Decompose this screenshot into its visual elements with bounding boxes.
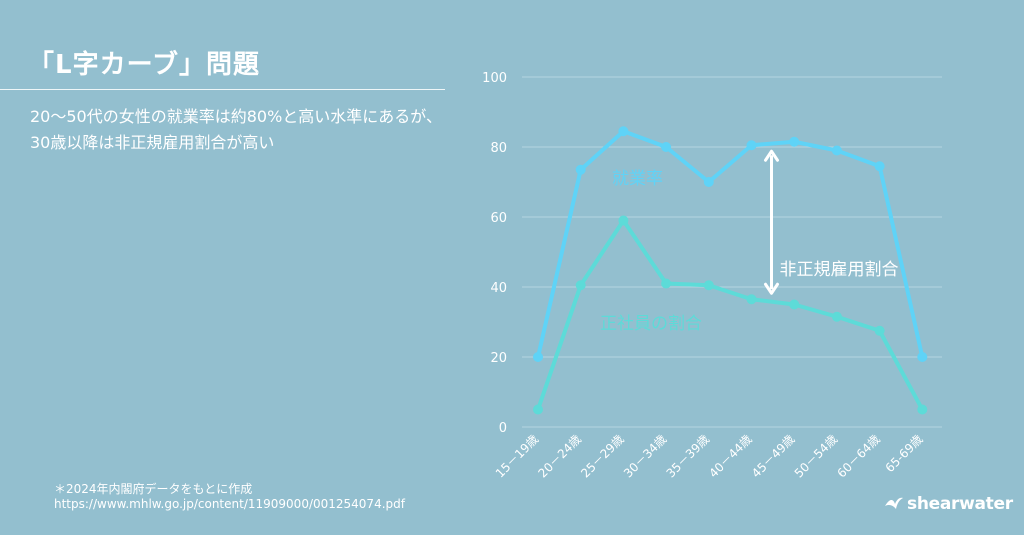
data-point (917, 352, 928, 362)
data-point (917, 404, 928, 415)
data-point (789, 299, 800, 310)
data-point (874, 325, 885, 336)
data-point (533, 352, 543, 362)
x-tick-label: 40－44歳 (706, 432, 754, 480)
source-note: ＊2024年内閣府データをもとに作成 https://www.mhlw.go.j… (54, 482, 405, 512)
data-point (618, 126, 629, 137)
data-point (575, 164, 586, 175)
brand-logo: shearwater (884, 494, 1013, 514)
brand-name: shearwater (907, 494, 1013, 514)
series-label-employment: 就業率 (612, 169, 663, 189)
data-point (533, 404, 543, 415)
x-tick-label: 15－19歳 (493, 432, 541, 480)
y-tick-label: 60 (490, 211, 507, 226)
data-point (746, 140, 757, 151)
x-tick-label: 35－39歳 (664, 432, 712, 480)
bird-icon (885, 497, 903, 509)
data-point (789, 136, 800, 147)
y-tick-label: 0 (499, 421, 507, 436)
series-label-regular: 正社員の割合 (600, 314, 702, 334)
y-tick-label: 100 (482, 71, 507, 86)
subtitle-line-2: 30歳以降は非正規雇用割合が高い (30, 133, 275, 152)
y-tick-label: 80 (490, 141, 507, 156)
series-line-2 (536, 218, 925, 412)
data-point (874, 161, 885, 172)
data-point (831, 145, 842, 156)
data-point (831, 311, 842, 322)
subtitle: 20〜50代の女性の就業率は約80%と高い水準にあるが、 30歳以降は非正規雇用… (30, 104, 442, 156)
subtitle-line-1: 20〜50代の女性の就業率は約80%と高い水準にあるが、 (30, 107, 442, 126)
data-point (703, 280, 714, 291)
annotation-arrow-head-bottom (764, 282, 779, 295)
source-url: https://www.mhlw.go.jp/content/11909000/… (54, 497, 405, 511)
x-tick-label: 25－29歳 (578, 432, 626, 480)
data-point (575, 280, 586, 291)
data-point (661, 278, 672, 289)
x-tick-label: 60－64歳 (834, 432, 882, 480)
y-tick-label: 20 (490, 351, 507, 366)
series-line-1 (536, 129, 925, 359)
x-tick-label: 30－34歳 (621, 432, 669, 480)
page-title: 「L字カーブ」問題 (28, 50, 261, 80)
title-divider (0, 89, 445, 90)
x-tick-label: 50－54歳 (792, 432, 840, 480)
data-point (661, 142, 672, 152)
y-tick-label: 40 (490, 281, 507, 296)
annotation-arrow-head-top (764, 149, 779, 162)
annotation-label: 非正規雇用割合 (780, 260, 899, 280)
x-tick-label: 65-69歳 (883, 432, 926, 475)
x-tick-label: 20－24歳 (536, 432, 584, 480)
data-point (703, 177, 714, 187)
data-point (746, 294, 757, 305)
data-point (618, 215, 629, 226)
source-line-1: ＊2024年内閣府データをもとに作成 (54, 482, 253, 496)
x-tick-label: 45－49歳 (749, 432, 797, 480)
